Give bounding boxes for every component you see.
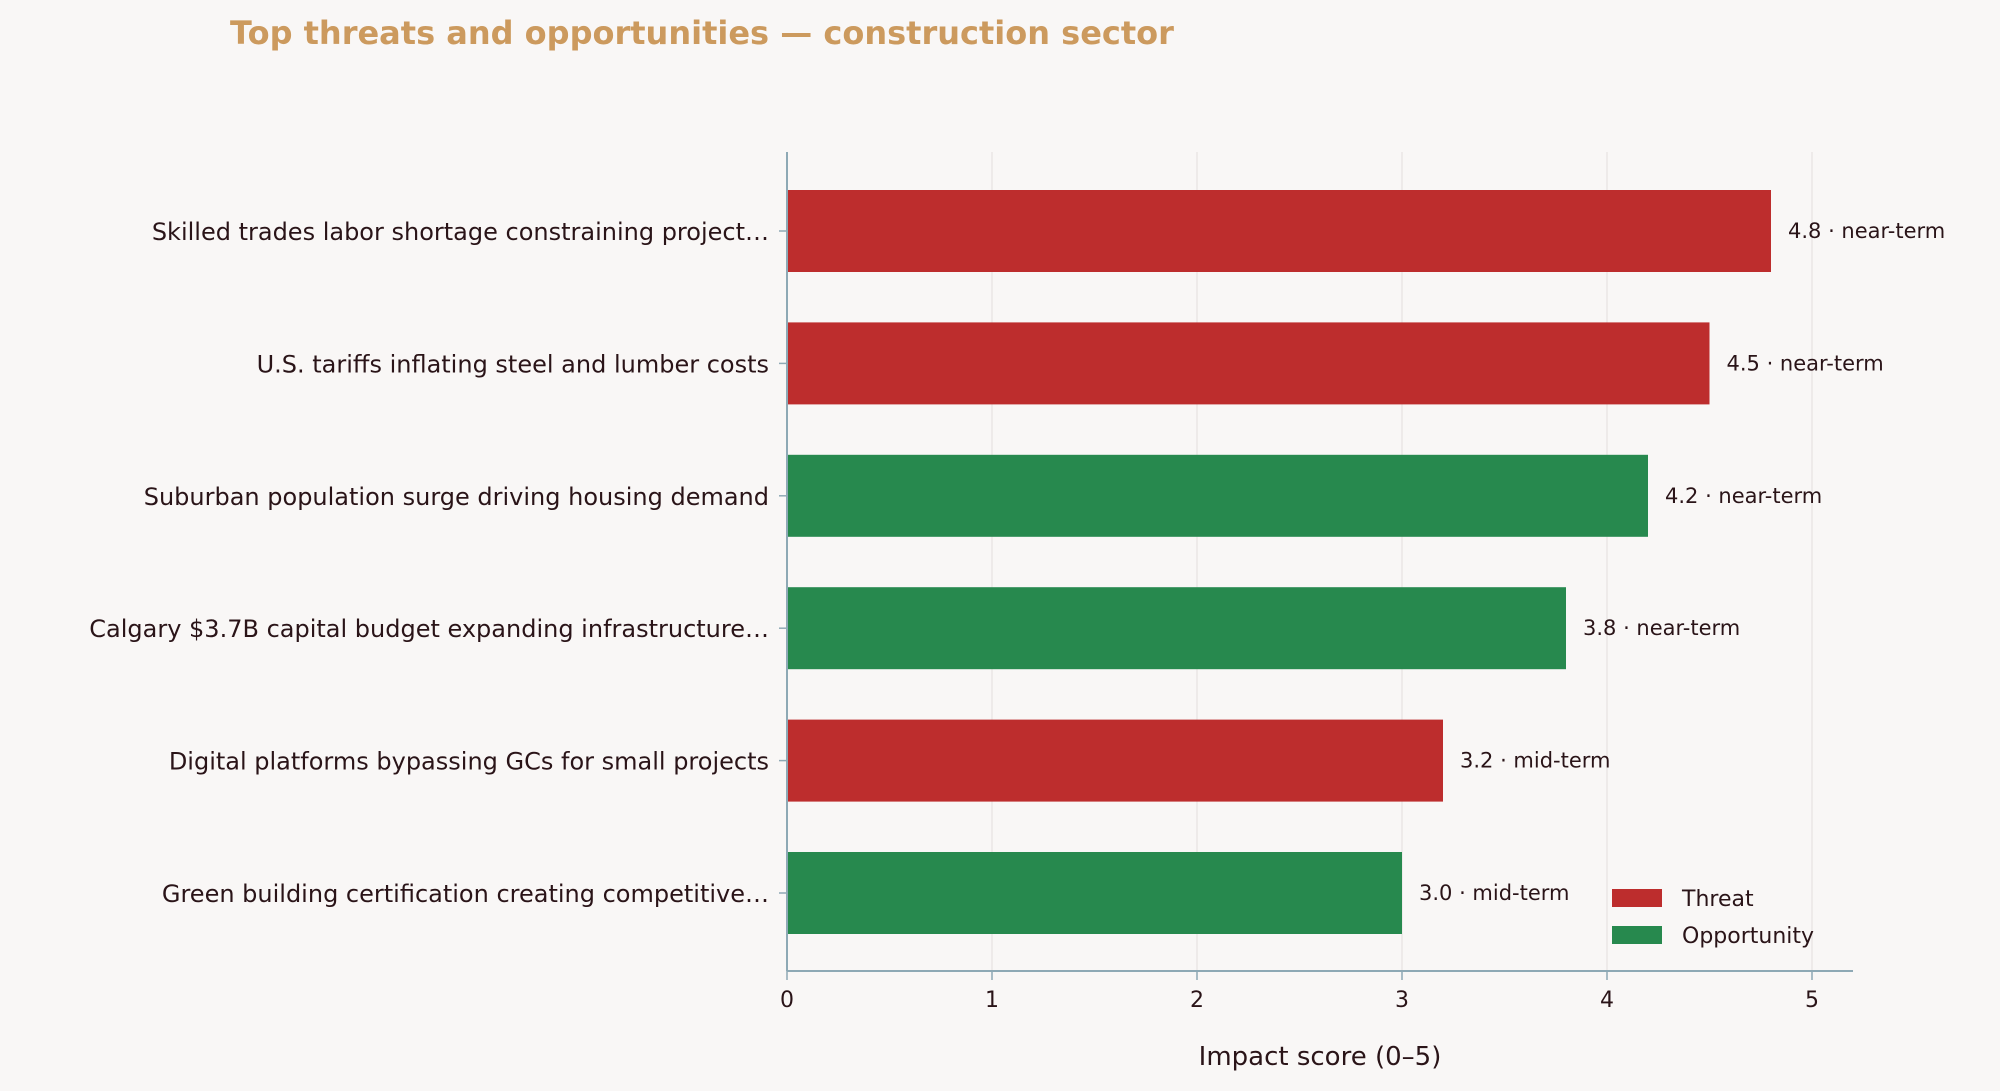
legend-label: Opportunity xyxy=(1682,924,1814,949)
bar-annotation: 3.0 · mid-term xyxy=(1419,881,1570,905)
bar xyxy=(787,454,1648,537)
category-label: Digital platforms bypassing GCs for smal… xyxy=(169,748,769,776)
legend-label: Threat xyxy=(1681,887,1754,912)
data-labels: 4.8 · near-term 4.5 · near-term 4.2 · near… xyxy=(1419,219,1945,905)
bar-annotation: 4.8 · near-term xyxy=(1788,219,1945,243)
axes xyxy=(786,152,1853,972)
x-tick-label: 5 xyxy=(1805,988,1819,1013)
x-tick-label: 3 xyxy=(1395,988,1409,1013)
bar xyxy=(787,322,1710,405)
bars xyxy=(787,190,1771,934)
legend-swatch xyxy=(1612,889,1662,907)
category-label: Skilled trades labor shortage constraini… xyxy=(152,218,769,246)
x-tick-label: 4 xyxy=(1600,988,1614,1013)
bar-annotation: 3.8 · near-term xyxy=(1583,616,1740,640)
x-tick-label: 1 xyxy=(985,988,999,1013)
bar-annotation: 4.2 · near-term xyxy=(1665,484,1822,508)
category-label: Calgary $3.7B capital budget expanding i… xyxy=(89,615,769,643)
x-axis-title: Impact score (0–5) xyxy=(1199,1042,1442,1072)
bar xyxy=(787,719,1443,802)
bar-annotation: 3.2 · mid-term xyxy=(1460,749,1611,773)
legend: Threat Opportunity xyxy=(1612,887,1814,949)
bar-annotation: 4.5 · near-term xyxy=(1727,351,1884,375)
bar xyxy=(787,852,1402,934)
legend-swatch xyxy=(1612,926,1662,944)
x-tick-label: 0 xyxy=(780,988,794,1013)
bar xyxy=(787,587,1566,670)
category-label: Suburban population surge driving housin… xyxy=(144,483,769,511)
y-labels: Skilled trades labor shortage constraini… xyxy=(89,218,787,908)
category-label: Green building certification creating co… xyxy=(162,880,769,908)
bar xyxy=(787,190,1771,272)
x-ticks: 0 1 2 3 4 5 xyxy=(780,971,1819,1013)
grid xyxy=(991,152,1813,971)
category-label: U.S. tariffs inflating steel and lumber … xyxy=(257,350,769,378)
x-tick-label: 2 xyxy=(1190,988,1204,1013)
chart-title: Top threats and opportunities — construc… xyxy=(230,14,1174,52)
